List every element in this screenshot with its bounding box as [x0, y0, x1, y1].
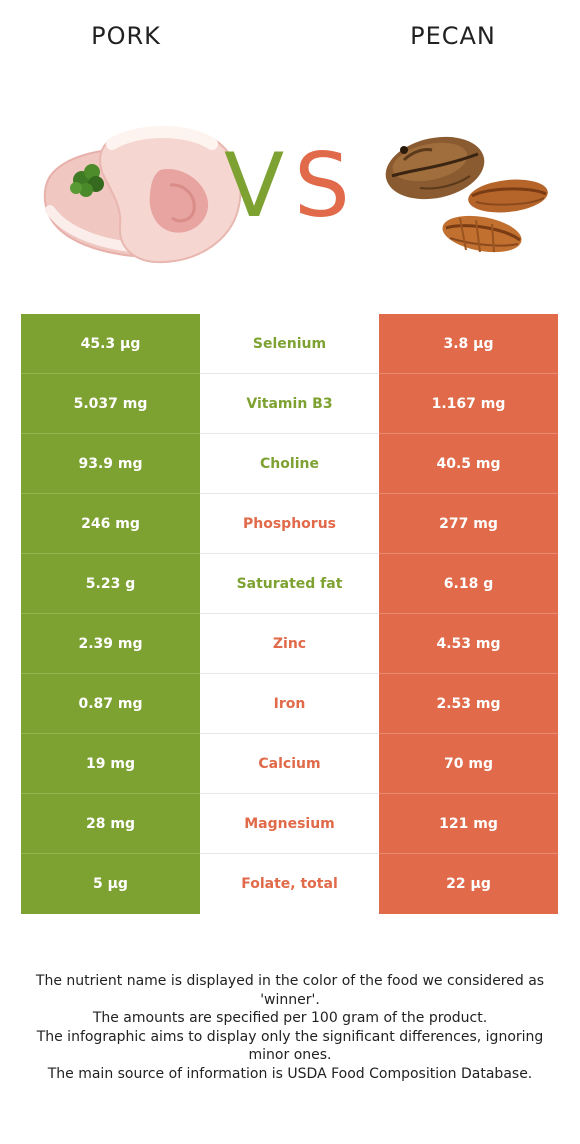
pork-value: 93.9 mg	[21, 434, 200, 494]
nutrient-name: Iron	[200, 674, 379, 734]
nutrient-name: Calcium	[200, 734, 379, 794]
vs-logo: V S	[220, 136, 360, 236]
pork-value: 2.39 mg	[21, 614, 200, 674]
pecan-title: PECAN	[410, 22, 496, 50]
pecan-value: 2.53 mg	[379, 674, 558, 734]
table-row: 2.39 mg Zinc 4.53 mg	[21, 614, 558, 674]
pecan-value: 1.167 mg	[379, 374, 558, 434]
table-row: 5.037 mg Vitamin B3 1.167 mg	[21, 374, 558, 434]
table-row: 246 mg Phosphorus 277 mg	[21, 494, 558, 554]
pork-value: 45.3 µg	[21, 314, 200, 374]
pork-value: 246 mg	[21, 494, 200, 554]
footer-note-amounts: The amounts are specified per 100 gram o…	[92, 1010, 488, 1026]
pork-value: 5.23 g	[21, 554, 200, 614]
table-row: 5 µg Folate, total 22 µg	[21, 854, 558, 914]
pork-value: 28 mg	[21, 794, 200, 854]
nutrient-name: Phosphorus	[200, 494, 379, 554]
pork-title: PORK	[91, 22, 161, 50]
table-row: 0.87 mg Iron 2.53 mg	[21, 674, 558, 734]
nutrient-name: Choline	[200, 434, 379, 494]
table-row: 5.23 g Saturated fat 6.18 g	[21, 554, 558, 614]
footer-note-source: The main source of information is USDA F…	[47, 1065, 533, 1082]
vs-letter-v: V	[224, 134, 285, 237]
pecan-value: 6.18 g	[379, 554, 558, 614]
pork-value: 5 µg	[21, 854, 200, 914]
pork-value: 0.87 mg	[21, 674, 200, 734]
comparison-table: 45.3 µg Selenium 3.8 µg 5.037 mg Vitamin…	[21, 314, 558, 914]
pork-image	[43, 126, 242, 264]
pecan-value: 4.53 mg	[379, 614, 558, 674]
pecan-value: 3.8 µg	[379, 314, 558, 374]
nutrient-name: Zinc	[200, 614, 379, 674]
pecan-value: 121 mg	[379, 794, 558, 854]
table-row: 93.9 mg Choline 40.5 mg	[21, 434, 558, 494]
pecan-image	[385, 136, 548, 253]
pecan-value: 277 mg	[379, 494, 558, 554]
pork-value: 19 mg	[21, 734, 200, 794]
vs-letter-s: S	[294, 134, 350, 237]
table-row: 19 mg Calcium 70 mg	[21, 734, 558, 794]
nutrient-name: Folate, total	[200, 854, 379, 914]
nutrient-name: Saturated fat	[200, 554, 379, 614]
pecan-value: 22 µg	[379, 854, 558, 914]
table-row: 45.3 µg Selenium 3.8 µg	[21, 314, 558, 374]
footer-notes: The nutrient name is displayed in the co…	[16, 972, 564, 1083]
nutrient-name: Vitamin B3	[200, 374, 379, 434]
pecan-value: 40.5 mg	[379, 434, 558, 494]
footer-note-winner: The nutrient name is displayed in the co…	[35, 973, 545, 1008]
nutrient-name: Selenium	[200, 314, 379, 374]
nutrient-name: Magnesium	[200, 794, 379, 854]
table-row: 28 mg Magnesium 121 mg	[21, 794, 558, 854]
footer-note-differences: The infographic aims to display only the…	[36, 1028, 544, 1064]
pork-value: 5.037 mg	[21, 374, 200, 434]
pecan-value: 70 mg	[379, 734, 558, 794]
